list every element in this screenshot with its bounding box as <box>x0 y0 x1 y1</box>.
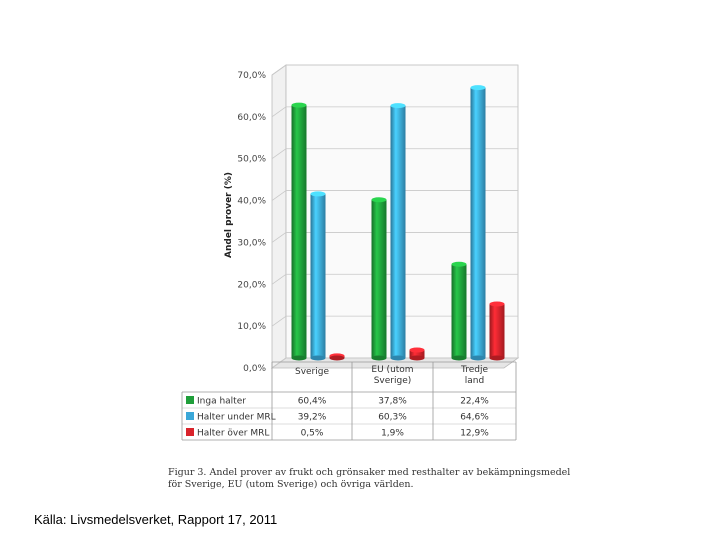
bar-top <box>489 301 505 307</box>
y-tick-label: 10,0% <box>237 322 266 332</box>
gridline-side <box>271 357 287 369</box>
bar-top <box>451 261 467 267</box>
legend-swatch <box>186 396 194 404</box>
gridline-side <box>271 106 287 118</box>
gridline-side <box>271 273 287 285</box>
bar-top <box>310 191 326 197</box>
category-label: Sverige) <box>374 376 412 386</box>
data-cell-label: 39,2% <box>298 413 327 423</box>
y-tick-label: 40,0% <box>237 197 266 207</box>
y-tick-label: 30,0% <box>237 238 266 248</box>
bar-base <box>291 355 307 361</box>
bar-base <box>390 355 406 361</box>
gridline-side <box>271 148 287 160</box>
bar-base <box>451 355 467 361</box>
legend-entry: Halter över MRL <box>197 429 269 439</box>
data-cell-label: 60,4% <box>298 397 327 407</box>
bar-halter-ver-mrl-2 <box>489 304 505 358</box>
data-cell-label: 1,9% <box>381 429 404 439</box>
data-cell-label: 0,5% <box>301 429 324 439</box>
category-label: Tredje <box>460 365 488 375</box>
legend-swatch <box>186 428 194 436</box>
bar-top <box>470 85 486 91</box>
bar-inga-halter-0 <box>291 105 307 358</box>
bar-halter-under-mrl-0 <box>310 193 326 358</box>
bar-inga-halter-2 <box>451 264 467 358</box>
source-note: Källa: Livsmedelsverket, Rapport 17, 201… <box>34 512 278 527</box>
legend-swatch <box>186 412 194 420</box>
bar-top <box>390 103 406 109</box>
bar-base <box>470 355 486 361</box>
data-cell-label: 60,3% <box>378 413 407 423</box>
bar-base <box>409 355 425 361</box>
side-wall <box>271 64 287 369</box>
gridline-side <box>271 232 287 243</box>
gridline-side <box>271 190 287 201</box>
bar-halter-under-mrl-1 <box>390 105 406 358</box>
bar-base <box>329 355 345 361</box>
data-cell-label: 12,9% <box>460 429 489 439</box>
bar-base <box>371 355 387 361</box>
bar-top <box>291 102 307 108</box>
legend-entry: Halter under MRL <box>197 413 276 423</box>
y-tick-label: 0,0% <box>243 364 266 374</box>
category-label: EU (utom <box>371 365 413 375</box>
data-cell-label: 37,8% <box>378 397 407 407</box>
y-tick-label: 20,0% <box>237 280 266 290</box>
gridline-side <box>271 64 287 76</box>
bar-base <box>310 355 326 361</box>
data-cell-label: 64,6% <box>460 413 489 423</box>
y-tick-label: 50,0% <box>237 155 266 165</box>
figure-caption: Figur 3. Andel prover av frukt och gröns… <box>168 467 571 490</box>
bar-halter-ver-mrl-1 <box>409 350 425 358</box>
y-tick-label: 60,0% <box>237 113 266 123</box>
bar-top <box>409 347 425 353</box>
bar-base <box>489 355 505 361</box>
y-axis-label: Andel prover (%) <box>224 172 234 258</box>
gridline-side <box>271 315 287 327</box>
bar-top <box>371 197 387 203</box>
bar-inga-halter-1 <box>371 199 387 358</box>
category-label: land <box>465 376 484 386</box>
data-cell-label: 22,4% <box>460 397 489 407</box>
category-label: Sverige <box>295 367 329 377</box>
bar-halter-under-mrl-2 <box>470 87 486 359</box>
y-tick-label: 70,0% <box>237 71 266 81</box>
legend-entry: Inga halter <box>197 397 246 407</box>
